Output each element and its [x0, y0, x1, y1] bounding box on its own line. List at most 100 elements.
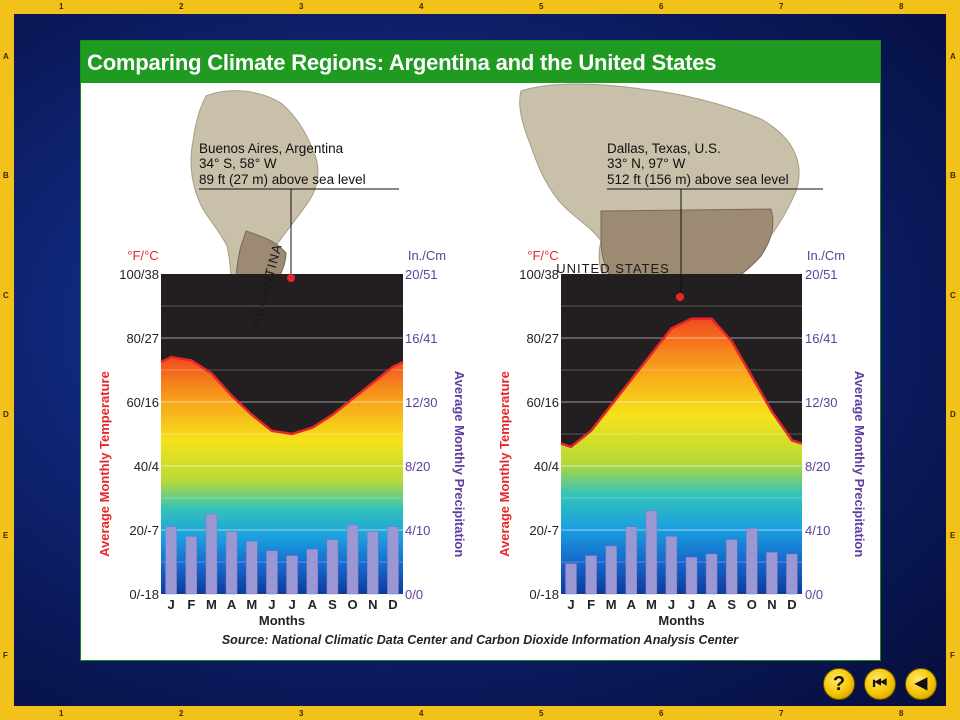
precipitation-bar	[205, 513, 218, 595]
month-label: J	[668, 597, 675, 612]
ruler-number: 2	[179, 2, 184, 11]
precipitation-bar	[725, 539, 738, 595]
temperature-area	[561, 318, 802, 594]
precip-tick-label: 16/41	[805, 331, 838, 346]
precip-tick-label: 12/30	[405, 395, 438, 410]
precip-tick-label: 4/10	[405, 523, 430, 538]
month-label: A	[227, 597, 237, 612]
precipitation-bar	[746, 528, 758, 595]
temp-tick-label: 0/-18	[529, 587, 559, 602]
skip-back-icon: ⏮	[872, 675, 888, 692]
month-label: F	[587, 597, 595, 612]
month-label: D	[388, 597, 397, 612]
precipitation-bar	[565, 563, 577, 595]
precip-tick-label: 8/20	[405, 459, 430, 474]
slide-panel: Comparing Climate Regions: Argentina and…	[80, 40, 881, 661]
precip-tick-label: 20/51	[805, 267, 838, 282]
temp-tick-label: 40/4	[534, 459, 559, 474]
month-label: A	[308, 597, 318, 612]
ruler-letter: A	[950, 52, 956, 61]
ruler-number: 3	[299, 2, 304, 11]
temp-axis-label: Average Monthly Temperature	[497, 371, 512, 557]
ruler-number: 7	[779, 709, 784, 718]
month-label: J	[688, 597, 695, 612]
ruler-number: 4	[419, 709, 424, 718]
location-elevation: 89 ft (27 m) above sea level	[199, 172, 366, 187]
month-label: M	[206, 597, 217, 612]
precipitation-bar	[366, 531, 379, 595]
ruler-letter: A	[3, 52, 9, 61]
ruler-letter: F	[3, 651, 8, 660]
ruler-letter: B	[950, 171, 956, 180]
location-name: Dallas, Texas, U.S.	[607, 141, 721, 156]
ruler-number: 6	[659, 2, 664, 11]
month-label: A	[627, 597, 637, 612]
ruler-letter: C	[3, 291, 9, 300]
precipitation-bar	[625, 526, 638, 595]
ruler-number: 1	[59, 709, 64, 718]
temperature-line	[160, 355, 404, 436]
month-label: N	[368, 597, 377, 612]
precip-axis-label: Average Monthly Precipitation	[452, 371, 467, 558]
location-elevation: 512 ft (156 m) above sea level	[607, 172, 789, 187]
ruler-number: 8	[899, 709, 904, 718]
location-dot	[676, 293, 684, 301]
month-label: F	[187, 597, 195, 612]
months-axis-label: Months	[658, 613, 704, 628]
precipitation-bar	[387, 526, 399, 595]
month-label: J	[288, 597, 295, 612]
precipitation-bar	[665, 536, 678, 595]
ruler-letter: E	[950, 531, 956, 540]
temp-tick-label: 100/38	[519, 267, 559, 282]
precipitation-bar	[286, 555, 298, 595]
precip-tick-label: 12/30	[805, 395, 838, 410]
map-country-label: UNITED STATES	[556, 261, 670, 276]
precip-tick-label: 16/41	[405, 331, 438, 346]
month-label: M	[646, 597, 657, 612]
months-axis-label: Months	[259, 613, 305, 628]
ruler-letter: D	[950, 410, 956, 419]
ruler-letter: D	[3, 410, 9, 419]
ruler-number: 6	[659, 709, 664, 718]
help-icon: ?	[832, 673, 846, 695]
temp-unit-label: °F/°C	[527, 248, 558, 263]
month-label: J	[167, 597, 174, 612]
month-label: J	[268, 597, 275, 612]
precipitation-bar	[585, 555, 597, 595]
precipitation-bar	[185, 536, 198, 595]
back-button[interactable]: ◀	[905, 668, 937, 700]
precipitation-bar	[225, 531, 238, 595]
temp-tick-label: 80/27	[526, 331, 559, 346]
ruler-number: 7	[779, 2, 784, 11]
precip-tick-label: 0/0	[405, 587, 423, 602]
precipitation-bar	[766, 552, 778, 595]
temp-tick-label: 60/16	[126, 395, 159, 410]
ruler-number: 4	[419, 2, 424, 11]
ruler-number: 5	[539, 2, 544, 11]
precip-tick-label: 20/51	[405, 267, 438, 282]
location-name: Buenos Aires, Argentina	[199, 141, 344, 156]
precipitation-bar	[605, 545, 617, 595]
month-label: S	[727, 597, 736, 612]
temperature-area	[161, 357, 403, 594]
month-label: M	[606, 597, 617, 612]
temp-unit-label: °F/°C	[127, 248, 158, 263]
precipitation-bar	[786, 553, 798, 595]
month-label: O	[747, 597, 757, 612]
location-coords: 33° N, 97° W	[607, 156, 686, 171]
temp-tick-label: 20/-7	[529, 523, 559, 538]
source-note: Source: National Climatic Data Center an…	[222, 633, 739, 647]
temp-axis-label: Average Monthly Temperature	[97, 371, 112, 557]
first-slide-button[interactable]: ⏮	[864, 668, 896, 700]
month-label: O	[348, 597, 358, 612]
help-button[interactable]: ?	[823, 668, 855, 700]
ruler-number: 2	[179, 709, 184, 718]
temp-tick-label: 100/38	[119, 267, 159, 282]
temp-tick-label: 20/-7	[129, 523, 159, 538]
precipitation-bar	[245, 540, 258, 595]
precip-axis-label: Average Monthly Precipitation	[852, 371, 867, 558]
temperature-line	[560, 317, 803, 449]
month-label: M	[246, 597, 257, 612]
ruler-letter: B	[3, 171, 9, 180]
precipitation-bar	[645, 510, 658, 595]
